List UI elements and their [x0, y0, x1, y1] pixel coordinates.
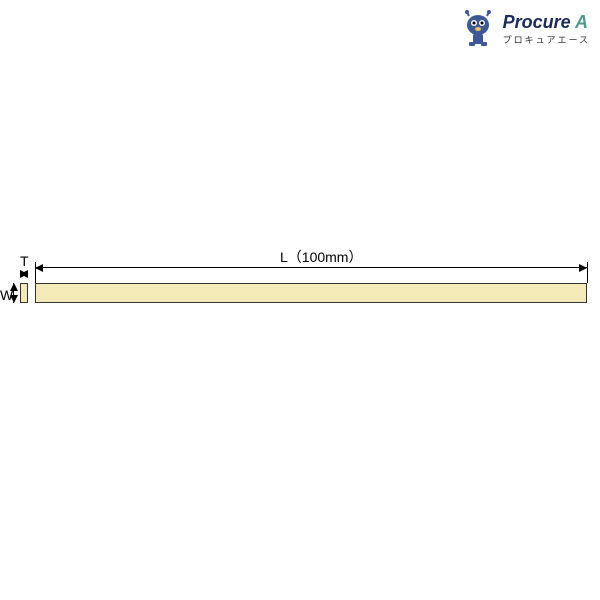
dimension-t-label: T [20, 253, 29, 269]
dimension-l-label: L（100mm） [280, 247, 362, 267]
cross-section-shape [20, 283, 28, 303]
logo-sub-text: プロキュアエース [503, 33, 590, 46]
dimension-w-line [13, 283, 14, 303]
extension-line-right [587, 262, 588, 283]
dimension-l-line [35, 267, 587, 268]
logo: Procure A プロキュアエース [459, 10, 590, 48]
logo-mascot-icon [459, 10, 497, 48]
logo-main-text: Procure A [503, 12, 590, 33]
extension-line-left [35, 262, 36, 283]
technical-diagram: { "logo": { "main_text": "Procure A", "s… [0, 0, 600, 600]
logo-brand: Procure A [503, 12, 588, 32]
bar-shape [35, 283, 587, 303]
dimension-t-line [20, 273, 28, 274]
logo-text: Procure A プロキュアエース [503, 12, 590, 46]
